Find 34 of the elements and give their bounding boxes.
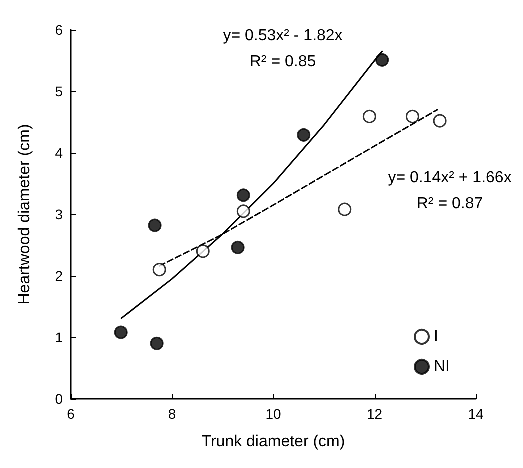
- point: [148, 218, 162, 232]
- point: [297, 128, 311, 142]
- annotation: y= 0.53x² - 1.82x: [223, 28, 343, 44]
- y-axis-title: Heartwood diameter (cm): [16, 124, 34, 305]
- point: [114, 326, 128, 340]
- point: [376, 53, 390, 67]
- legend-label: I: [434, 328, 438, 346]
- point: [362, 110, 376, 124]
- point: [152, 263, 166, 277]
- point: [236, 204, 250, 218]
- y-tick-label: 6: [55, 22, 64, 38]
- point: [338, 202, 352, 216]
- x-axis-title: Trunk diameter (cm): [202, 434, 346, 450]
- y-tick-label: 3: [55, 206, 64, 222]
- x-tick-label: 6: [67, 406, 76, 422]
- point: [433, 114, 447, 128]
- x-tick-label: 12: [366, 406, 383, 422]
- y-tick-label: 2: [55, 268, 64, 284]
- legend-label: NI: [434, 358, 450, 376]
- point: [150, 336, 164, 350]
- annotation: R² = 0.85: [250, 54, 316, 70]
- y-tick-label: 1: [55, 330, 64, 346]
- x-tick-label: 10: [266, 406, 282, 422]
- y-tick-label: 0: [55, 391, 64, 407]
- annotation: R² = 0.87: [416, 196, 484, 212]
- point: [231, 240, 245, 254]
- point: [196, 244, 210, 258]
- point: [236, 188, 250, 202]
- x-tick-label: 14: [468, 406, 484, 422]
- y-tick-label: 4: [55, 145, 64, 161]
- point: [406, 110, 420, 124]
- annotation: y= 0.14x² + 1.66x: [388, 170, 512, 186]
- x-tick-label: 8: [168, 406, 176, 422]
- y-tick-label: 5: [55, 84, 64, 100]
